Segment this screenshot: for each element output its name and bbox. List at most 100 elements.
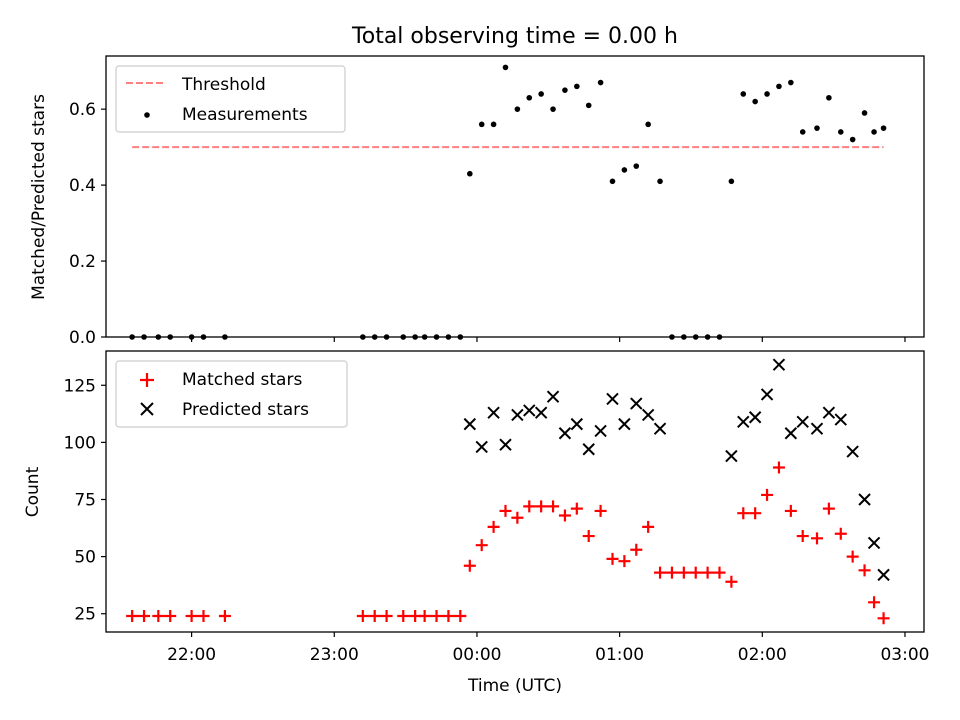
measurements-legend-swatch (144, 112, 150, 118)
measurement-point (490, 121, 497, 128)
matched-star-point (152, 610, 165, 623)
matched-star-point (138, 610, 151, 623)
matched-star-point (594, 504, 607, 517)
x-axis-label: Time (UTC) (467, 676, 562, 696)
matched-star-point (618, 555, 631, 568)
measurement-point (514, 106, 521, 112)
matched-star-point (834, 527, 847, 540)
measurement-point (861, 110, 868, 116)
matched-star-point (654, 566, 667, 579)
matched-star-point (772, 461, 785, 474)
y-tick-label: 0.6 (69, 100, 96, 120)
predicted-star-point (846, 445, 859, 458)
measurement-point (788, 79, 794, 86)
bottom-plot-area (126, 358, 890, 625)
predicted-star-point (867, 536, 881, 550)
matched-star-point (570, 502, 583, 515)
predicted-star-point (877, 568, 890, 582)
legend-label: Predicted stars (182, 400, 309, 420)
bottom-axes-frame (105, 350, 925, 633)
predicted-star-point (653, 422, 667, 435)
predicted-star-point (511, 408, 524, 422)
predicted-star-point (630, 397, 643, 410)
measurement-point (585, 102, 592, 109)
matched-star-point (511, 511, 524, 524)
legend-label: Matched stars (182, 370, 302, 390)
measurement-point (633, 163, 640, 169)
top-axes-frame (105, 55, 925, 338)
matched-star-point (442, 610, 455, 623)
y-tick-label: 25 (74, 605, 96, 625)
predicted-star-point (796, 415, 809, 429)
matched-star-point (523, 500, 536, 513)
y-tick-label: 0.0 (69, 328, 96, 348)
y-tick-label: 50 (74, 548, 96, 568)
measurement-point (467, 170, 473, 177)
measurement-point (657, 178, 663, 185)
predicted-star-point (546, 390, 560, 403)
predicted-star-point (475, 440, 488, 454)
bottom-legend-frame (115, 360, 348, 428)
measurement-point (728, 178, 735, 185)
matched-star-point (535, 500, 548, 513)
predicted-star-point (594, 424, 607, 438)
measurement-point (799, 129, 806, 135)
measurement-point (645, 121, 651, 128)
measurement-point (837, 129, 844, 135)
matched-star-point (642, 520, 655, 533)
matched-star-point (475, 539, 488, 552)
measurement-point (597, 79, 604, 86)
predicted-star-point (499, 438, 512, 451)
predicted-star-point (725, 449, 738, 463)
top-legend-frame (115, 65, 346, 133)
measurement-point (776, 83, 782, 90)
y-tick-label: 75 (74, 490, 96, 510)
matched-star-point (547, 500, 560, 513)
bottom-legend: Matched stars Predicted stars (115, 360, 348, 428)
matched-star-point (877, 612, 890, 625)
x-tick-label: 02:00 (738, 645, 787, 665)
predicted-star-point (834, 413, 847, 426)
measurement-point (740, 91, 747, 97)
measurement-point (538, 91, 544, 97)
measurement-point (478, 121, 485, 128)
measurement-point (826, 94, 832, 101)
x-tick-label: 03:00 (880, 645, 929, 665)
matched-star-point (761, 488, 774, 501)
x-tick-label: 22:00 (167, 645, 216, 665)
matched-star-point (487, 520, 500, 533)
measurement-point (764, 91, 770, 97)
matched-star-point (846, 550, 859, 563)
top-panel: 0.0 0.2 0.4 0.6 Matched/Predicted stars Thr… (29, 55, 925, 348)
predicted-star-point (606, 392, 619, 406)
x-tick-label: 00:00 (452, 645, 501, 665)
predicted-legend-swatch (140, 402, 154, 416)
predicted-star-point (772, 358, 786, 371)
top-legend: Threshold Measurements (115, 65, 346, 133)
matched-star-point (822, 502, 835, 515)
matched-star-point (582, 530, 595, 543)
matched-legend-swatch (140, 373, 154, 387)
matched-star-point (197, 610, 210, 623)
matched-star-point (380, 610, 393, 623)
matched-star-point (677, 566, 690, 579)
matched-star-point (689, 566, 702, 579)
matched-star-point (558, 509, 571, 522)
predicted-star-point (463, 417, 477, 431)
predicted-star-point (558, 427, 572, 440)
matched-star-point (868, 596, 881, 609)
matched-star-point (397, 610, 410, 623)
matched-star-point (430, 610, 443, 623)
figure-title: Total observing time = 0.00 h (351, 24, 678, 49)
y-tick-label: 0.4 (69, 176, 96, 196)
matched-star-point (630, 543, 643, 556)
measurement-point (752, 98, 758, 105)
legend-label: Threshold (181, 75, 266, 95)
measurement-point (550, 106, 556, 112)
predicted-star-point (822, 406, 836, 419)
matched-star-point (784, 504, 797, 517)
matched-star-point (185, 610, 198, 623)
predicted-star-point (582, 443, 595, 456)
y-tick-label: 125 (64, 376, 96, 396)
top-y-axis-label: Matched/Predicted stars (29, 94, 49, 300)
